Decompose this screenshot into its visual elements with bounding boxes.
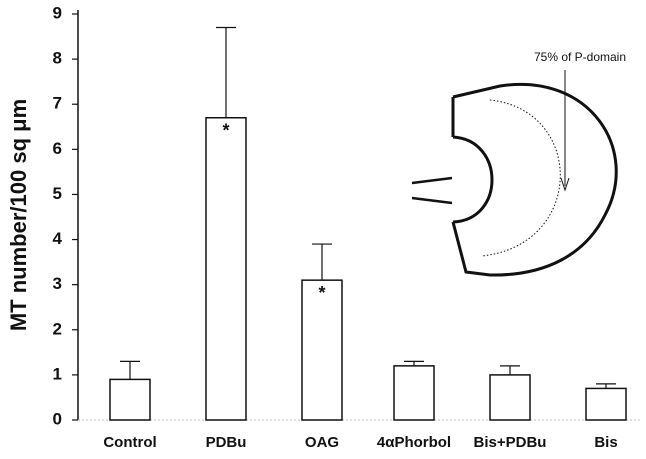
y-tick-label: 7 (53, 94, 62, 113)
inset-label: 75% of P-domain (534, 50, 626, 64)
x-tick-label: Control (103, 434, 156, 451)
bar (585, 387, 627, 421)
y-tick-label: 6 (53, 139, 62, 158)
bar (393, 365, 435, 421)
x-tick-label: Bis (594, 434, 617, 451)
significance-mark: * (318, 283, 325, 303)
bar (205, 117, 247, 421)
bar (109, 378, 151, 421)
y-tick-label: 2 (53, 319, 62, 338)
x-tick-label: PDBu (206, 434, 247, 451)
bar (301, 279, 343, 421)
y-axis-label: MT number/100 sq μm (6, 99, 31, 331)
x-tick-label: 4αPhorbol (377, 434, 451, 451)
y-tick-label: 8 (53, 49, 62, 68)
x-tick-label: OAG (305, 434, 339, 451)
y-tick-label: 9 (53, 3, 62, 22)
y-tick-label: 0 (53, 409, 62, 428)
y-tick-label: 4 (53, 229, 63, 248)
inset-diagram (411, 70, 618, 277)
y-tick-label: 5 (53, 184, 62, 203)
x-tick-label: Bis+PDBu (474, 434, 547, 451)
y-tick-label: 3 (53, 274, 62, 293)
y-tick-label: 1 (53, 364, 62, 383)
bar (489, 374, 531, 421)
significance-mark: * (222, 121, 229, 141)
